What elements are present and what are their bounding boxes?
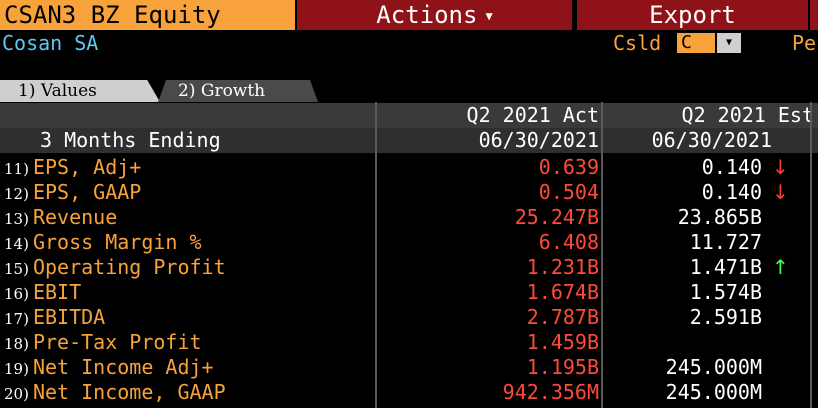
actual-value[interactable]: 0.639	[538, 155, 599, 179]
actual-value[interactable]: 0.504	[538, 180, 599, 204]
row-number: 19)	[4, 360, 29, 378]
toolbar-edge	[810, 0, 818, 30]
tab-number: 1)	[18, 81, 36, 101]
estimate-value[interactable]: 245.000M	[665, 380, 762, 404]
trend-arrow-icon: ↑	[772, 255, 789, 279]
row-label-text: EBIT	[32, 280, 82, 304]
tab-number: 2)	[178, 81, 196, 101]
company-name: Cosan SA	[2, 31, 99, 55]
estimate-value[interactable]: 245.000M	[665, 355, 762, 379]
security-ticker-field[interactable]: CSAN3 BZ Equity	[0, 0, 295, 30]
consolidation-select[interactable]: C	[677, 33, 715, 53]
row-number: 15)	[4, 260, 29, 278]
estimates-table: Q2 2021 Act Q2 2021 Est 3 Months Ending …	[0, 102, 818, 408]
row-label-text: Operating Profit	[32, 255, 226, 279]
row-number: 11)	[4, 160, 29, 178]
tab-label: Growth	[200, 81, 266, 101]
row-label[interactable]: 13) Revenue	[4, 205, 117, 232]
actual-value[interactable]: 25.247B	[514, 205, 599, 229]
table-row[interactable]: 18) Pre-Tax Profit 1.459B	[0, 330, 818, 355]
actions-label: Actions	[376, 1, 478, 29]
export-button[interactable]: Export	[577, 0, 808, 30]
periodicity-label: Pe	[792, 31, 817, 55]
table-row[interactable]: 11) EPS, Adj+ 0.639 0.140 ↓	[0, 155, 818, 180]
row-label-text: Gross Margin %	[32, 230, 202, 254]
column-date-estimate: 06/30/2021	[651, 128, 772, 152]
row-number: 16)	[4, 285, 29, 303]
row-label-text: Pre-Tax Profit	[32, 330, 202, 354]
column-divider	[810, 102, 812, 408]
estimate-value[interactable]: 1.574B	[689, 280, 762, 304]
actual-value[interactable]: 6.408	[538, 230, 599, 254]
actual-value[interactable]: 1.195B	[526, 355, 599, 379]
actual-value[interactable]: 942.356M	[502, 380, 599, 404]
table-header-row: Q2 2021 Act Q2 2021 Est	[0, 103, 818, 128]
tab-values[interactable]: 1) Values	[0, 80, 160, 102]
chevron-down-icon[interactable]: ▼	[717, 33, 741, 53]
table-row[interactable]: 12) EPS, GAAP 0.504 0.140 ↓	[0, 180, 818, 205]
table-row[interactable]: 19) Net Income Adj+ 1.195B 245.000M	[0, 355, 818, 380]
consolidation-label: Csld	[613, 31, 662, 55]
export-label: Export	[649, 1, 736, 29]
estimate-value[interactable]: 1.471B	[689, 255, 762, 279]
actual-value[interactable]: 1.459B	[526, 330, 599, 354]
column-header-actual[interactable]: Q2 2021 Act	[466, 103, 599, 127]
table-row[interactable]: 14) Gross Margin % 6.408 11.727	[0, 230, 818, 255]
chevron-down-icon: ▼	[485, 9, 493, 23]
row-number: 13)	[4, 210, 29, 228]
table-row[interactable]: 13) Revenue 25.247B 23.865B	[0, 205, 818, 230]
column-date-actual: 06/30/2021	[478, 128, 599, 152]
row-label[interactable]: 17) EBITDA	[4, 305, 105, 332]
row-number: 14)	[4, 235, 29, 253]
row-label-text: Net Income Adj+	[32, 355, 214, 379]
tab-growth[interactable]: 2) Growth	[158, 80, 318, 102]
row-number: 18)	[4, 335, 29, 353]
table-row[interactable]: 15) Operating Profit 1.231B 1.471B ↑	[0, 255, 818, 280]
actual-value[interactable]: 1.231B	[526, 255, 599, 279]
table-subheader-row: 3 Months Ending 06/30/2021 06/30/2021	[0, 128, 818, 153]
actual-value[interactable]: 2.787B	[526, 305, 599, 329]
column-header-estimate[interactable]: Q2 2021 Est	[681, 103, 814, 127]
estimate-value[interactable]: 23.865B	[677, 205, 762, 229]
row-label-text: Revenue	[32, 205, 118, 229]
column-divider	[601, 102, 603, 408]
row-label[interactable]: 16) EBIT	[4, 280, 81, 307]
table-row[interactable]: 20) Net Income, GAAP 942.356M 245.000M	[0, 380, 818, 405]
estimate-value[interactable]: 0.140	[701, 180, 762, 204]
estimate-value[interactable]: 0.140	[701, 155, 762, 179]
row-label-text: Net Income, GAAP	[32, 380, 226, 404]
estimate-value[interactable]: 11.727	[689, 230, 762, 254]
table-row[interactable]: 16) EBIT 1.674B 1.574B	[0, 280, 818, 305]
row-label[interactable]: 20) Net Income, GAAP	[4, 380, 226, 407]
row-number: 17)	[4, 310, 29, 328]
actual-value[interactable]: 1.674B	[526, 280, 599, 304]
period-label: 3 Months Ending	[40, 128, 221, 152]
row-label[interactable]: 19) Net Income Adj+	[4, 355, 214, 382]
row-label[interactable]: 18) Pre-Tax Profit	[4, 330, 202, 357]
trend-arrow-icon: ↓	[772, 180, 789, 204]
row-number: 12)	[4, 185, 29, 203]
top-toolbar: CSAN3 BZ Equity Actions ▼ Export	[0, 0, 818, 30]
row-label-text: EBITDA	[32, 305, 106, 329]
row-label-text: EPS, Adj+	[32, 155, 142, 179]
actions-menu-button[interactable]: Actions ▼	[297, 0, 572, 30]
row-label[interactable]: 14) Gross Margin %	[4, 230, 202, 257]
row-label[interactable]: 12) EPS, GAAP	[4, 180, 141, 207]
column-divider	[375, 102, 377, 408]
row-label[interactable]: 11) EPS, Adj+	[4, 155, 141, 182]
tab-label: Values	[40, 81, 97, 101]
row-label[interactable]: 15) Operating Profit	[4, 255, 226, 282]
row-number: 20)	[4, 385, 29, 403]
row-label-text: EPS, GAAP	[32, 180, 142, 204]
table-row[interactable]: 17) EBITDA 2.787B 2.591B	[0, 305, 818, 330]
estimate-value[interactable]: 2.591B	[689, 305, 762, 329]
trend-arrow-icon: ↓	[772, 155, 789, 179]
